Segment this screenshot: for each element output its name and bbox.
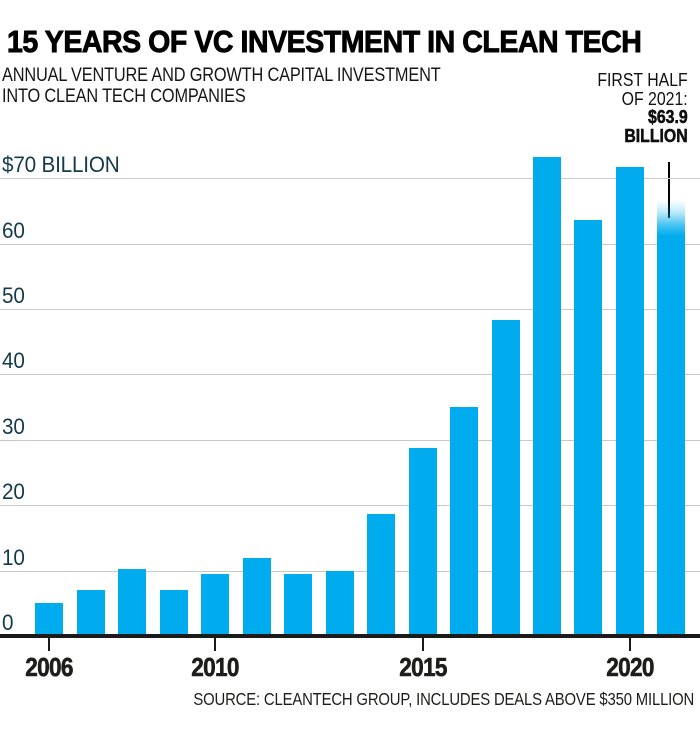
bar-2020: [615, 167, 644, 636]
bar-2009: [159, 590, 188, 636]
x-tick-mark-2020: [628, 638, 631, 651]
x-axis-line: [0, 634, 700, 638]
gridline-30: [0, 439, 700, 441]
gridline-40: [0, 374, 700, 376]
y-axis-label-50: 50: [2, 283, 25, 308]
x-axis-label-2006: 2006: [25, 652, 74, 683]
bar-2018: [532, 157, 561, 636]
y-axis-label-70: $70 BILLION: [2, 152, 120, 178]
bar-2017: [491, 319, 520, 636]
chart-subtitle: ANNUAL VENTURE AND GROWTH CAPITAL INVEST…: [2, 65, 441, 107]
y-axis-label-20: 20: [2, 479, 25, 505]
bar-2008: [118, 568, 147, 636]
subtitle-line-2: INTO CLEAN TECH COMPANIES: [2, 85, 246, 107]
annotation-line-1: FIRST HALF: [597, 70, 688, 90]
x-axis-label-2015: 2015: [398, 652, 447, 683]
bar-2010: [201, 573, 230, 636]
x-axis-label-2010: 2010: [191, 652, 240, 683]
y-axis-label-10: 10: [2, 544, 25, 570]
gridline-60: [0, 243, 700, 245]
bar-2013: [325, 570, 354, 636]
bar-2016: [450, 407, 478, 636]
bar-2007: [76, 589, 105, 636]
bar-2012: [284, 573, 313, 636]
annotation-value-unit: BILLION: [624, 125, 688, 146]
subtitle-line-1: ANNUAL VENTURE AND GROWTH CAPITAL INVEST…: [2, 65, 441, 86]
gridline-70: [0, 178, 700, 180]
bar-2014: [367, 513, 396, 636]
bar-2019: [574, 220, 603, 636]
y-axis-label-0: 0: [2, 610, 14, 635]
annotation-value: $63.9: [648, 107, 688, 128]
gridline-20: [0, 505, 700, 507]
gridline-50: [0, 309, 700, 310]
x-tick-mark-2015: [421, 638, 424, 651]
y-axis-label-60: 60: [2, 217, 25, 243]
x-tick-mark-2010: [214, 638, 217, 651]
annotation-line-2: OF 2021:: [621, 88, 688, 109]
first-half-2021-annotation: FIRST HALF OF 2021: $63.9 BILLION: [597, 70, 689, 146]
y-axis-label-30: 30: [2, 413, 25, 439]
x-tick-mark-2006: [48, 638, 51, 651]
source-credit: SOURCE: CLEANTECH GROUP, INCLUDES DEALS …: [193, 689, 694, 709]
annotation-leader-line: [668, 162, 670, 218]
bar-2021: [657, 200, 686, 636]
bar-2006: [35, 602, 64, 636]
bar-2015: [408, 447, 437, 636]
chart-title: 15 YEARS OF VC INVESTMENT IN CLEAN TECH: [7, 24, 643, 60]
bar-2011: [242, 558, 271, 636]
y-axis-label-40: 40: [2, 348, 25, 374]
x-axis-label-2020: 2020: [606, 652, 655, 683]
